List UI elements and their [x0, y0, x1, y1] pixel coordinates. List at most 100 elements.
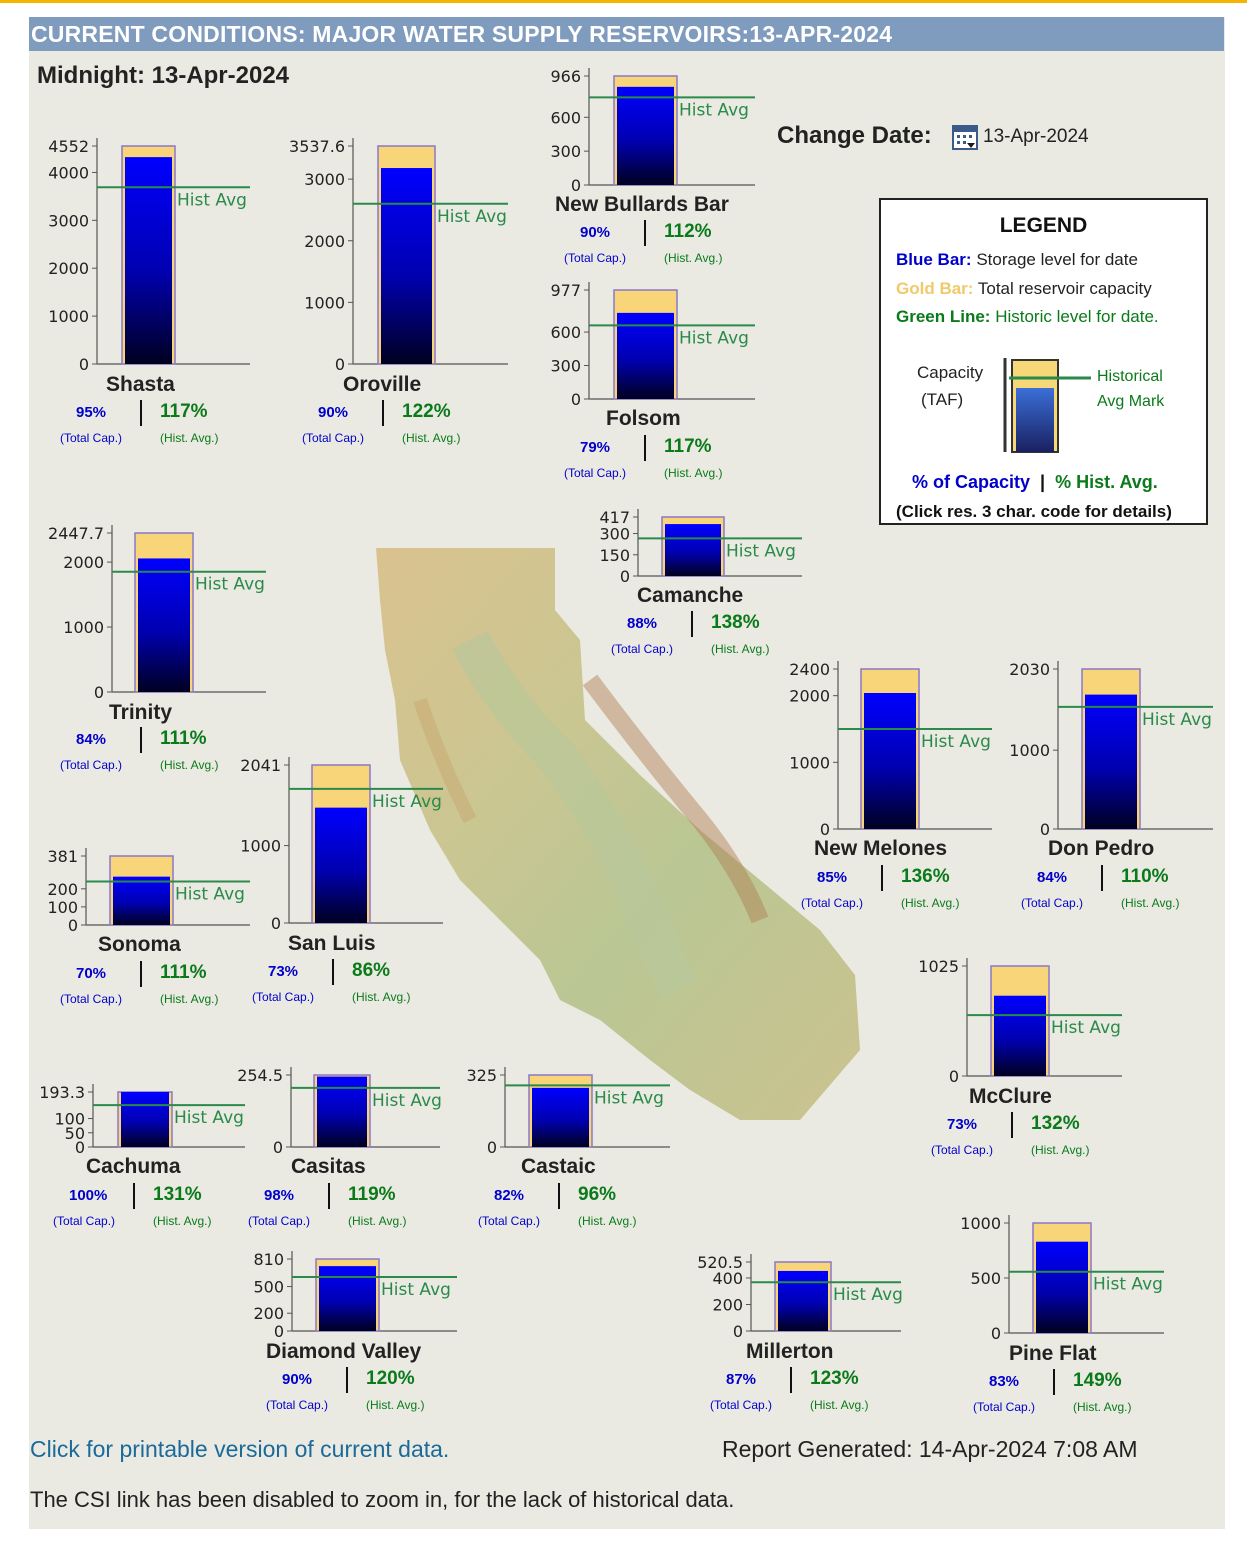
casitas-tick-label: 0	[273, 1138, 283, 1157]
printable-version-link[interactable]: Click for printable version of current d…	[30, 1436, 450, 1462]
diamond-valley-name[interactable]: Diamond Valley	[266, 1340, 422, 1363]
new-bullards-bar-tick-label: 0	[571, 176, 581, 195]
sonoma-pct-capacity: 70%	[76, 965, 107, 982]
new-bullards-bar-total-cap-label: (Total Cap.)	[564, 251, 627, 265]
new-bullards-bar-separator	[644, 220, 646, 246]
new-bullards-bar-tick-label: 600	[550, 108, 581, 127]
calendar-icon[interactable]	[952, 124, 978, 150]
oroville-name[interactable]: Oroville	[343, 373, 422, 396]
casitas-hist-avg-label: (Hist. Avg.)	[348, 1214, 407, 1228]
san-luis-name[interactable]: San Luis	[288, 932, 376, 955]
cachuma-tick-label: 193.3	[39, 1083, 85, 1102]
oroville-pct-capacity: 90%	[318, 404, 349, 421]
casitas-pct-capacity: 98%	[264, 1187, 295, 1204]
sonoma-hist-label: Hist Avg	[175, 885, 245, 905]
folsom-tick-label: 300	[550, 357, 581, 376]
millerton-tick-label: 400	[712, 1269, 743, 1288]
millerton-hist-label: Hist Avg	[833, 1285, 903, 1305]
oroville-total-cap-label: (Total Cap.)	[302, 431, 365, 445]
millerton-name[interactable]: Millerton	[746, 1340, 834, 1363]
san-luis-pct-capacity: 73%	[268, 963, 299, 980]
folsom-tick-label: 0	[571, 390, 581, 409]
cachuma-hist-label: Hist Avg	[174, 1108, 244, 1128]
castaic-total-cap-label: (Total Cap.)	[478, 1214, 541, 1228]
pine-flat-tick-label: 1000	[960, 1214, 1001, 1233]
oroville-tick-label: 3537.6	[289, 137, 345, 156]
pine-flat-pct-hist: 149%	[1073, 1370, 1122, 1391]
camanche-tick-label: 417	[599, 508, 630, 527]
new-melones-storage-bar	[864, 693, 916, 829]
new-melones-hist-avg-label: (Hist. Avg.)	[901, 896, 960, 910]
castaic-name[interactable]: Castaic	[521, 1155, 596, 1178]
new-bullards-bar-name[interactable]: New Bullards Bar	[555, 193, 729, 216]
sonoma-tick-label: 0	[68, 916, 78, 935]
folsom-storage-bar	[617, 312, 674, 399]
page-title-bar: CURRENT CONDITIONS: MAJOR WATER SUPPLY R…	[29, 17, 1224, 51]
new-melones-hist-label: Hist Avg	[921, 732, 991, 752]
oroville-tick-label: 1000	[304, 293, 345, 312]
cachuma-tick-label: 100	[54, 1110, 85, 1129]
millerton-tick-label: 0	[733, 1322, 743, 1341]
new-bullards-bar-hist-avg-label: (Hist. Avg.)	[664, 251, 723, 265]
camanche-pct-capacity: 88%	[627, 615, 658, 632]
new-melones-name[interactable]: New Melones	[814, 837, 948, 860]
new-melones-tick-label: 2400	[789, 660, 830, 679]
shasta-name[interactable]: Shasta	[106, 373, 175, 396]
folsom-pct-hist: 117%	[664, 436, 712, 457]
casitas-total-cap-label: (Total Cap.)	[248, 1214, 311, 1228]
folsom-name[interactable]: Folsom	[606, 407, 681, 430]
shasta-hist-avg-label: (Hist. Avg.)	[160, 431, 219, 445]
trinity-hist-avg-label: (Hist. Avg.)	[160, 758, 219, 772]
castaic-pct-hist: 96%	[578, 1184, 617, 1205]
sonoma-name[interactable]: Sonoma	[98, 933, 181, 956]
top-accent-line	[0, 0, 1247, 3]
casitas-name[interactable]: Casitas	[291, 1155, 366, 1178]
castaic-storage-bar	[532, 1087, 589, 1147]
don-pedro-tick-label: 1000	[1009, 741, 1050, 760]
castaic-tick-label: 325	[466, 1066, 497, 1085]
legend-green-row: Green Line: Historic level for date.	[896, 307, 1159, 326]
pine-flat-total-cap-label: (Total Cap.)	[973, 1400, 1036, 1414]
sonoma-storage-bar	[113, 876, 170, 925]
sonoma-hist-avg-label: (Hist. Avg.)	[160, 992, 219, 1006]
cachuma-hist-avg-label: (Hist. Avg.)	[153, 1214, 212, 1228]
pine-flat-pct-capacity: 83%	[989, 1373, 1020, 1390]
camanche-hist-label: Hist Avg	[726, 541, 796, 561]
oroville-tick-label: 0	[335, 355, 345, 374]
trinity-tick-label: 0	[94, 683, 104, 702]
legend-avg-mark: Avg Mark	[1097, 393, 1165, 410]
camanche-pct-hist: 138%	[711, 612, 760, 633]
mcclure-name[interactable]: McClure	[969, 1085, 1052, 1108]
mcclure-storage-bar	[994, 995, 1046, 1076]
trinity-hist-label: Hist Avg	[195, 575, 265, 595]
new-bullards-bar-pct-hist: 112%	[664, 221, 712, 242]
camanche-name[interactable]: Camanche	[637, 584, 744, 607]
diamond-valley-tick-label: 500	[253, 1278, 284, 1297]
san-luis-tick-label: 2041	[240, 756, 281, 775]
don-pedro-name[interactable]: Don Pedro	[1048, 837, 1155, 860]
trinity-name[interactable]: Trinity	[109, 701, 173, 724]
diamond-valley-pct-capacity: 90%	[282, 1371, 313, 1388]
castaic-separator	[558, 1183, 560, 1209]
new-bullards-bar-storage-bar	[617, 86, 674, 185]
page-title: CURRENT CONDITIONS: MAJOR WATER SUPPLY R…	[31, 21, 893, 47]
folsom-tick-label: 600	[550, 323, 581, 342]
new-melones-pct-hist: 136%	[901, 866, 950, 887]
mcclure-tick-label: 1025	[918, 957, 959, 976]
pine-flat-name[interactable]: Pine Flat	[1009, 1342, 1097, 1365]
trinity-tick-label: 2000	[63, 553, 104, 572]
mcclure-pct-hist: 132%	[1031, 1113, 1080, 1134]
legend-box: LEGEND Blue Bar: Storage level for date …	[879, 198, 1208, 525]
millerton-pct-hist: 123%	[810, 1368, 859, 1389]
casitas-tick-label: 254.5	[237, 1066, 283, 1085]
diamond-valley-separator	[346, 1367, 348, 1393]
pine-flat-hist-avg-label: (Hist. Avg.)	[1073, 1400, 1132, 1414]
sonoma-tick-label: 100	[47, 898, 78, 917]
oroville-storage-bar	[381, 168, 432, 364]
camanche-hist-avg-label: (Hist. Avg.)	[711, 642, 770, 656]
cachuma-pct-capacity: 100%	[69, 1187, 108, 1204]
cachuma-name[interactable]: Cachuma	[86, 1155, 181, 1178]
camanche-storage-bar	[665, 524, 721, 576]
oroville-hist-label: Hist Avg	[437, 207, 507, 227]
